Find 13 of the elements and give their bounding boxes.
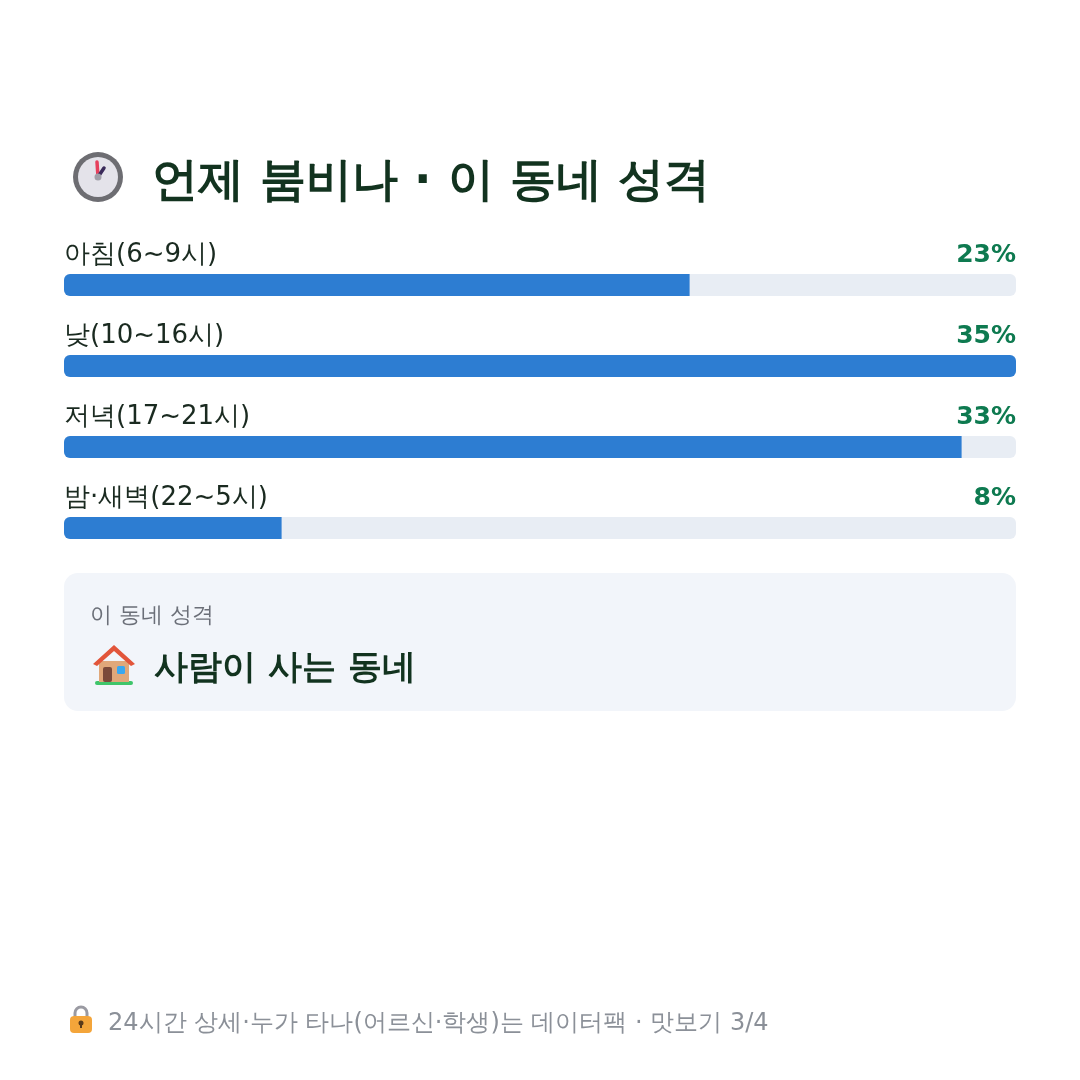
text: 사람이 사는 동네: [154, 646, 416, 686]
y-tick-label: 낮(10~16시): [64, 319, 225, 349]
data-label: 23%: [956, 239, 1016, 268]
text: 이 동네 성격: [90, 602, 214, 627]
data-label: 8%: [973, 482, 1016, 511]
bar: [64, 517, 282, 539]
chart-title: 언제 붐비나 · 이 동네 성격: [152, 152, 710, 206]
y-tick-label: 저녁(17~21시): [64, 400, 251, 430]
data-label: 33%: [956, 401, 1016, 430]
data-label: 35%: [956, 320, 1016, 349]
y-tick-label: 아침(6~9시): [64, 238, 218, 268]
y-tick-label: 밤·새벽(22~5시): [64, 481, 268, 511]
text: 24시간 상세·누가 타나(어르신·학생)는 데이터팩 · 맛보기 3/4: [108, 1008, 769, 1036]
